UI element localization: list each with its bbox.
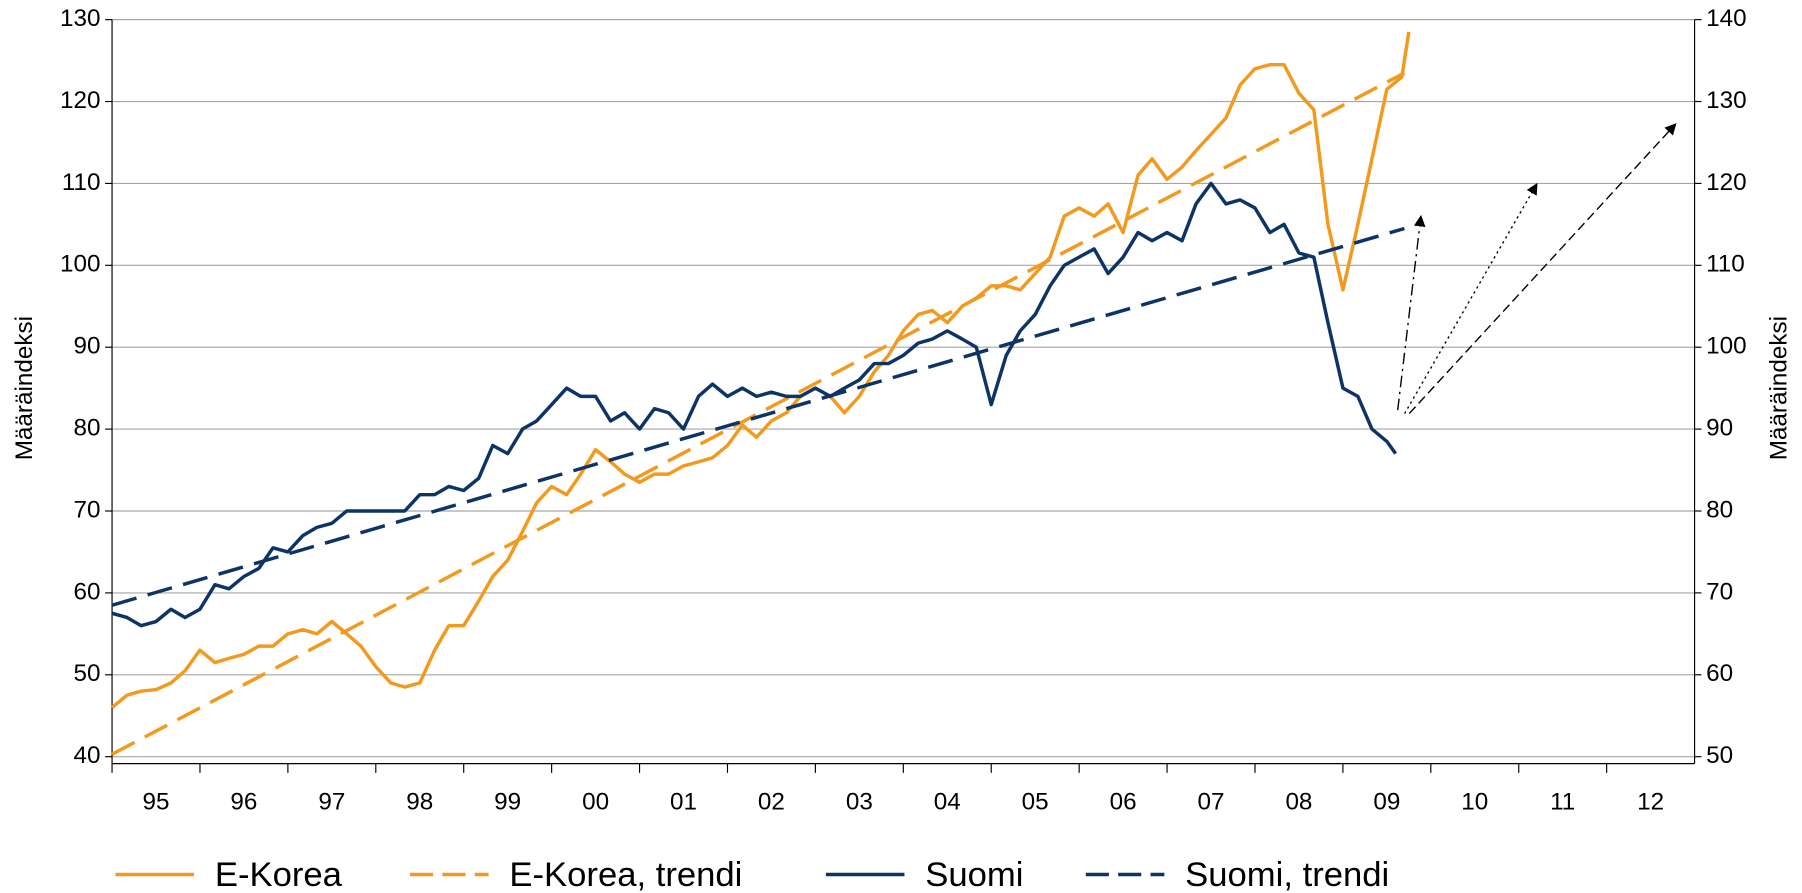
legend: E-Korea E-Korea, trendi Suomi Suomi, trendi <box>115 856 1389 893</box>
x-tick-label: 02 <box>758 788 785 815</box>
x-tick-label: 98 <box>406 788 433 815</box>
y-tick-label: 40 <box>74 742 101 769</box>
x-tick-label: 06 <box>1110 788 1137 815</box>
y2-tick-label: 120 <box>1706 169 1746 196</box>
x-tick-label: 09 <box>1373 788 1400 815</box>
x-tick-label: 01 <box>670 788 697 815</box>
y-tick-label: 60 <box>74 578 101 605</box>
legend-label: Suomi, trendi <box>1185 856 1389 893</box>
x-tick-label: 07 <box>1198 788 1225 815</box>
x-tick-label: 00 <box>582 788 609 815</box>
legend-label: E-Korea <box>215 856 343 893</box>
y2-tick-label: 100 <box>1706 333 1746 360</box>
y2-tick-label: 80 <box>1706 496 1733 523</box>
y-tick-label: 100 <box>60 251 100 278</box>
y-axis-label: Määräindeksi <box>11 316 38 460</box>
x-tick-label: 99 <box>494 788 521 815</box>
arrow <box>1397 214 1426 411</box>
x-tick-label: 10 <box>1461 788 1488 815</box>
series-line <box>111 181 1398 628</box>
y-tick-label: 70 <box>74 496 101 523</box>
annotation-arrows <box>1397 123 1677 415</box>
y2-tick-label: 140 <box>1706 5 1746 32</box>
series-line <box>111 71 1406 756</box>
x-tick-label: 04 <box>934 788 961 815</box>
y-tick-label: 80 <box>74 415 101 442</box>
y-tick-label: 50 <box>74 660 101 687</box>
y-tick-label: 120 <box>60 87 100 114</box>
x-tick-label: 97 <box>318 788 345 815</box>
legend-label: E-Korea, trendi <box>509 856 742 893</box>
y-tick-label: 90 <box>74 333 101 360</box>
x-tick-label: 11 <box>1550 788 1575 815</box>
x-tick-label: 12 <box>1637 788 1664 815</box>
x-tick-label: 96 <box>230 788 257 815</box>
y2-tick-label: 90 <box>1706 415 1733 442</box>
legend-label: Suomi <box>925 856 1023 893</box>
arrow <box>1404 182 1538 414</box>
x-tick-label: 95 <box>143 788 170 815</box>
y2-tick-label: 130 <box>1706 87 1746 114</box>
series-line <box>110 31 1411 709</box>
y2-tick-label: 50 <box>1706 742 1733 769</box>
x-tick-label: 05 <box>1022 788 1049 815</box>
x-tick-label: 08 <box>1285 788 1312 815</box>
y-tick-label: 130 <box>60 5 100 32</box>
y-tick-label: 110 <box>62 169 101 196</box>
y2-axis-label: Määräindeksi <box>1765 316 1792 460</box>
y2-tick-label: 60 <box>1706 660 1733 687</box>
x-tick-label: 03 <box>846 788 873 815</box>
y2-tick-label: 70 <box>1706 578 1733 605</box>
series-line <box>111 226 1405 607</box>
arrow <box>1408 123 1677 415</box>
y2-tick-label: 110 <box>1706 251 1745 278</box>
